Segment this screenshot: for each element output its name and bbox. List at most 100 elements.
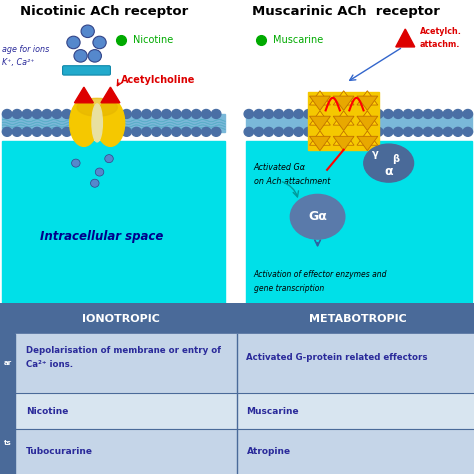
Bar xyxy=(15,334,474,393)
Circle shape xyxy=(132,128,141,137)
Bar xyxy=(2,141,225,313)
Circle shape xyxy=(433,128,443,137)
Bar xyxy=(0,303,474,334)
Circle shape xyxy=(393,109,403,118)
Circle shape xyxy=(93,36,106,49)
Text: Muscarine: Muscarine xyxy=(273,35,323,45)
Text: β: β xyxy=(392,154,400,164)
Polygon shape xyxy=(357,131,378,145)
Circle shape xyxy=(393,128,403,137)
Text: Acetylch.: Acetylch. xyxy=(419,27,461,36)
Circle shape xyxy=(453,128,463,137)
Text: Muscarinic ACh  receptor: Muscarinic ACh receptor xyxy=(252,5,440,18)
Circle shape xyxy=(403,109,413,118)
Circle shape xyxy=(211,109,221,118)
Circle shape xyxy=(112,109,121,118)
Polygon shape xyxy=(357,111,378,125)
Circle shape xyxy=(413,128,423,137)
Text: Nicotinic ACh receptor: Nicotinic ACh receptor xyxy=(20,5,188,18)
Circle shape xyxy=(354,128,363,137)
Bar xyxy=(15,429,474,474)
Circle shape xyxy=(383,128,393,137)
Text: gene transcription: gene transcription xyxy=(254,284,324,293)
Polygon shape xyxy=(357,137,378,151)
Circle shape xyxy=(264,128,273,137)
Polygon shape xyxy=(310,96,330,110)
Circle shape xyxy=(413,109,423,118)
Polygon shape xyxy=(310,91,330,105)
Ellipse shape xyxy=(364,144,413,182)
Circle shape xyxy=(274,128,283,137)
Ellipse shape xyxy=(70,100,98,146)
Circle shape xyxy=(211,128,221,137)
Circle shape xyxy=(284,109,293,118)
Ellipse shape xyxy=(290,194,345,239)
Text: METABOTROPIC: METABOTROPIC xyxy=(309,314,407,324)
Circle shape xyxy=(304,109,313,118)
Text: on Ach attachment: on Ach attachment xyxy=(254,176,330,185)
Ellipse shape xyxy=(92,104,102,142)
Text: Depolarisation of membrane or entry of: Depolarisation of membrane or entry of xyxy=(26,346,221,355)
Circle shape xyxy=(284,128,293,137)
Text: Acetylcholine: Acetylcholine xyxy=(121,75,195,85)
Circle shape xyxy=(294,128,303,137)
Polygon shape xyxy=(333,111,354,125)
Circle shape xyxy=(383,109,393,118)
Polygon shape xyxy=(357,91,378,105)
Circle shape xyxy=(102,128,111,137)
Circle shape xyxy=(201,109,211,118)
Circle shape xyxy=(32,109,42,118)
Circle shape xyxy=(91,179,99,187)
Text: Activated Gα: Activated Gα xyxy=(254,163,306,172)
Polygon shape xyxy=(333,116,354,130)
Circle shape xyxy=(264,109,273,118)
Text: Gα: Gα xyxy=(308,210,327,223)
Circle shape xyxy=(42,128,52,137)
Circle shape xyxy=(334,128,343,137)
Circle shape xyxy=(82,128,91,137)
Circle shape xyxy=(92,128,101,137)
Circle shape xyxy=(142,128,151,137)
Text: Muscarine: Muscarine xyxy=(246,407,299,416)
Circle shape xyxy=(191,109,201,118)
Circle shape xyxy=(354,109,363,118)
Circle shape xyxy=(42,109,52,118)
Text: attachm.: attachm. xyxy=(419,40,460,49)
Text: Activated G-protein related effectors: Activated G-protein related effectors xyxy=(246,354,428,362)
Circle shape xyxy=(152,109,161,118)
Circle shape xyxy=(244,128,254,137)
Text: age for ions: age for ions xyxy=(2,45,50,54)
Polygon shape xyxy=(396,29,415,47)
Circle shape xyxy=(95,168,104,176)
Bar xyxy=(246,141,472,313)
Circle shape xyxy=(122,128,131,137)
Ellipse shape xyxy=(77,98,117,116)
Circle shape xyxy=(2,109,12,118)
Circle shape xyxy=(274,109,283,118)
Circle shape xyxy=(344,109,353,118)
Bar xyxy=(0,334,15,474)
Circle shape xyxy=(74,50,87,62)
Circle shape xyxy=(364,128,373,137)
Circle shape xyxy=(12,109,22,118)
Ellipse shape xyxy=(96,100,125,146)
Circle shape xyxy=(191,128,201,137)
Circle shape xyxy=(324,109,333,118)
Circle shape xyxy=(304,128,313,137)
Circle shape xyxy=(81,25,94,37)
Text: ar: ar xyxy=(3,360,12,365)
Circle shape xyxy=(67,36,80,49)
Polygon shape xyxy=(74,87,93,103)
Circle shape xyxy=(22,128,32,137)
Circle shape xyxy=(52,109,62,118)
Circle shape xyxy=(182,109,191,118)
Circle shape xyxy=(72,109,82,118)
Bar xyxy=(308,91,379,150)
Circle shape xyxy=(463,128,473,137)
Circle shape xyxy=(201,128,211,137)
Circle shape xyxy=(72,159,80,167)
Circle shape xyxy=(112,128,121,137)
Text: γ: γ xyxy=(372,149,379,159)
Circle shape xyxy=(314,128,323,137)
Text: K⁺, Ca²⁺: K⁺, Ca²⁺ xyxy=(2,58,35,67)
